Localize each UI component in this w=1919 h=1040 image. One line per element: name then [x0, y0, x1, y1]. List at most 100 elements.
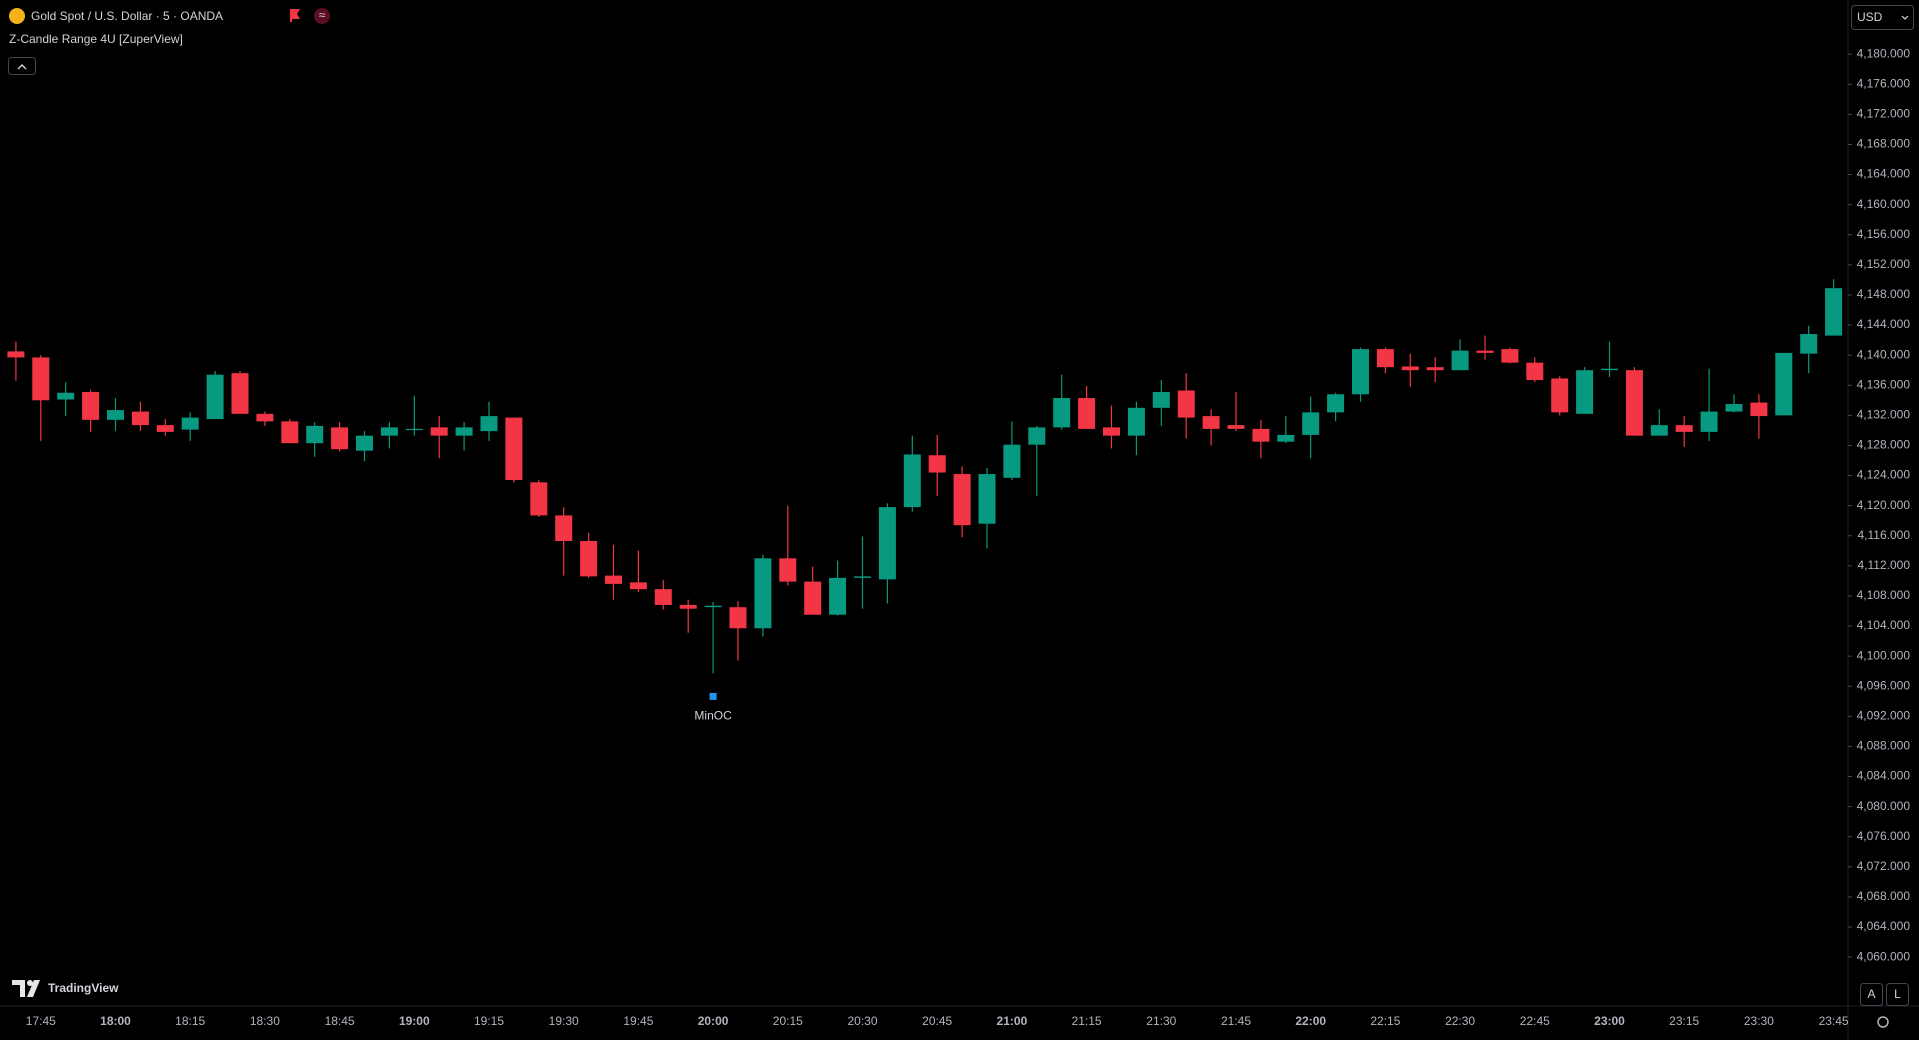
y-tick-label: 4,072.000 — [1857, 859, 1911, 873]
currency-button[interactable] — [1851, 5, 1914, 30]
flag-icon[interactable] — [290, 9, 300, 22]
candle-body — [306, 425, 324, 444]
candle-body — [1277, 434, 1295, 442]
y-tick-label: 4,080.000 — [1857, 799, 1911, 813]
y-tick-label: 4,108.000 — [1857, 588, 1911, 602]
x-tick-label: 19:15 — [474, 1014, 504, 1028]
x-tick-label: 21:15 — [1072, 1014, 1102, 1028]
y-tick-label: 4,164.000 — [1857, 167, 1911, 181]
status-icon-glyph: ≈ — [319, 8, 326, 22]
candle-body — [1750, 402, 1768, 417]
candle-body — [928, 455, 946, 473]
candle-body — [1800, 334, 1818, 354]
candle-body — [1700, 411, 1718, 432]
candle-body — [1177, 390, 1195, 418]
x-tick-label: 21:00 — [997, 1014, 1028, 1028]
y-tick-label: 4,144.000 — [1857, 317, 1911, 331]
brand-logo-dot — [27, 980, 33, 986]
x-tick-label: 19:45 — [623, 1014, 653, 1028]
settings-icon[interactable] — [1877, 1016, 1889, 1028]
y-tick-label: 4,088.000 — [1857, 739, 1911, 753]
x-tick-label: 18:45 — [325, 1014, 355, 1028]
candle-body — [605, 575, 622, 584]
x-tick-label: 17:45 — [26, 1014, 56, 1028]
symbol-title[interactable]: Gold Spot / U.S. Dollar · 5 · OANDA — [31, 9, 223, 23]
candle-body — [1352, 349, 1369, 395]
y-tick-label: 4,112.000 — [1858, 558, 1911, 572]
y-tick-label: 4,084.000 — [1857, 769, 1911, 783]
candle-body — [978, 474, 996, 524]
x-tick-label: 22:45 — [1520, 1014, 1550, 1028]
x-tick-label: 19:00 — [399, 1014, 430, 1028]
y-tick-label: 4,120.000 — [1857, 498, 1911, 512]
candle-body — [1003, 444, 1021, 478]
collapse-button[interactable] — [8, 57, 36, 75]
candle-body — [1551, 378, 1569, 413]
candle-body — [1152, 392, 1170, 408]
x-tick-label: 23:15 — [1669, 1014, 1699, 1028]
auto-scale-label: A — [1867, 987, 1875, 1001]
candle-body — [1252, 428, 1270, 442]
log-scale-button[interactable] — [1886, 983, 1909, 1006]
candle-body — [1601, 368, 1618, 371]
y-tick-label: 4,116.000 — [1858, 528, 1911, 542]
x-tick-label: 21:30 — [1146, 1014, 1176, 1028]
auto-scale-button[interactable] — [1860, 983, 1883, 1006]
candle-body — [1053, 398, 1071, 428]
plot: MinOC — [7, 279, 1843, 723]
indicator-title[interactable]: Z-Candle Range 4U [ZuperView] — [9, 32, 183, 46]
collapse-icon — [17, 64, 27, 70]
y-tick-label: 4,060.000 — [1857, 949, 1911, 963]
candle-body — [804, 581, 822, 615]
candle-body — [1376, 349, 1394, 368]
candle-body — [331, 427, 349, 450]
indicator-marker — [709, 692, 717, 700]
candle-body — [82, 392, 100, 420]
candle-body — [1576, 370, 1594, 414]
candle-body — [580, 540, 598, 577]
candle-body — [380, 427, 398, 436]
candle-body — [256, 413, 274, 422]
candle-body — [854, 576, 871, 578]
y-tick-label: 4,180.000 — [1857, 46, 1911, 60]
candle-body — [1625, 370, 1643, 436]
candle-body — [1202, 416, 1220, 429]
x-tick-label: 23:45 — [1819, 1014, 1849, 1028]
y-tick-label: 4,156.000 — [1857, 227, 1911, 241]
y-tick-label: 4,176.000 — [1857, 76, 1911, 90]
candle-body — [1725, 404, 1743, 412]
y-tick-label: 4,128.000 — [1857, 438, 1911, 452]
y-tick-label: 4,100.000 — [1857, 648, 1911, 662]
brand-logo — [12, 980, 40, 997]
candle-body — [1227, 425, 1245, 429]
candle-body — [1501, 349, 1519, 363]
x-tick-label: 18:15 — [175, 1014, 205, 1028]
candle-body — [1078, 398, 1096, 429]
x-tick-label: 20:30 — [847, 1014, 877, 1028]
candle-body — [1127, 407, 1145, 436]
candle-body — [1451, 350, 1469, 371]
x-tick-label: 21:45 — [1221, 1014, 1251, 1028]
currency-label: USD — [1857, 10, 1883, 24]
y-tick-label: 4,160.000 — [1857, 197, 1911, 211]
candle-body — [1526, 362, 1544, 380]
candle-body — [356, 435, 373, 451]
candle-body — [1775, 352, 1793, 416]
y-tick-label: 4,096.000 — [1857, 678, 1911, 692]
x-tick-label: 19:30 — [549, 1014, 579, 1028]
candle-body — [1426, 367, 1444, 371]
y-tick-label: 4,076.000 — [1857, 829, 1911, 843]
candle-body — [754, 558, 772, 629]
y-tick-label: 4,136.000 — [1857, 377, 1911, 391]
x-tick-label: 22:30 — [1445, 1014, 1475, 1028]
symbol-icon — [9, 8, 25, 24]
y-tick-label: 4,152.000 — [1857, 257, 1911, 271]
x-tick-label: 22:15 — [1370, 1014, 1400, 1028]
x-tick-label: 23:30 — [1744, 1014, 1774, 1028]
status-icon[interactable] — [314, 8, 330, 24]
candle-body — [1825, 288, 1843, 336]
candle-body — [555, 515, 573, 541]
currency-caret — [1901, 15, 1909, 20]
